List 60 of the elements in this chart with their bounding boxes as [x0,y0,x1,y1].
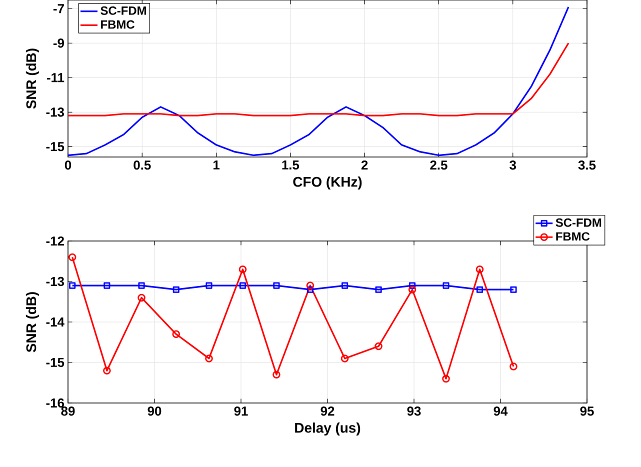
legend-label: FBMC [101,20,134,29]
point [172,286,180,293]
x-axis-title: CFO (KHz) [293,176,362,190]
y-tick-label: -13 [46,276,64,286]
x-tick-label: 3 [510,160,516,170]
point [138,294,146,302]
y-tick-label: -15 [46,142,64,152]
legend-label: SC-FDM [556,218,602,227]
point [374,342,382,350]
legend-label: SC-FDM [100,6,146,15]
line-series [67,6,570,156]
x-tick-label: 92 [320,406,334,416]
point [375,286,382,293]
y-tick-label: -7 [53,4,64,14]
x-tick-label: 1 [213,160,220,170]
point [510,286,517,293]
x-tick-label: 89 [61,406,75,416]
point [442,282,450,289]
x-tick-label: 2 [361,160,368,170]
point [104,282,110,289]
point [408,282,416,289]
point [306,282,314,290]
x-tick-label: 91 [234,406,248,416]
point [103,366,111,374]
x-tick-label: 0 [64,160,72,170]
point [206,282,212,289]
point [342,282,348,289]
point [273,282,280,289]
point [476,265,484,274]
x-axis-title: Delay (us) [295,422,360,436]
x-tick-label: 94 [494,406,508,416]
x-tick-label: 93 [407,406,421,416]
y-tick-label: -9 [53,38,64,48]
y-tick-label: -16 [46,398,64,408]
y-tick-label: -13 [46,108,64,117]
y-tick-label: -14 [46,318,64,326]
x-tick-label: 0.5 [134,160,151,170]
point [306,286,314,293]
legend-label: FBMC [556,232,590,241]
x-tick-label: 90 [148,406,162,416]
point [69,282,76,289]
point [476,286,484,293]
y-tick-label: -11 [46,73,64,82]
y-axis-title: SNR (dB) [26,292,39,352]
point [408,286,416,294]
x-tick-label: 2.5 [430,160,448,170]
point [205,354,213,362]
point [238,265,247,274]
x-tick-label: 1.5 [282,160,300,170]
y-axis-title: SNR (dB) [26,48,39,109]
y-tick-label: -15 [46,358,64,368]
x-tick-label: 3.5 [578,160,596,170]
point [340,354,349,362]
point [272,370,280,379]
point [172,330,180,338]
y-tick-label: -12 [46,236,64,246]
point [442,374,450,383]
point [239,282,246,289]
x-tick-label: 95 [580,406,594,416]
point [138,282,145,289]
